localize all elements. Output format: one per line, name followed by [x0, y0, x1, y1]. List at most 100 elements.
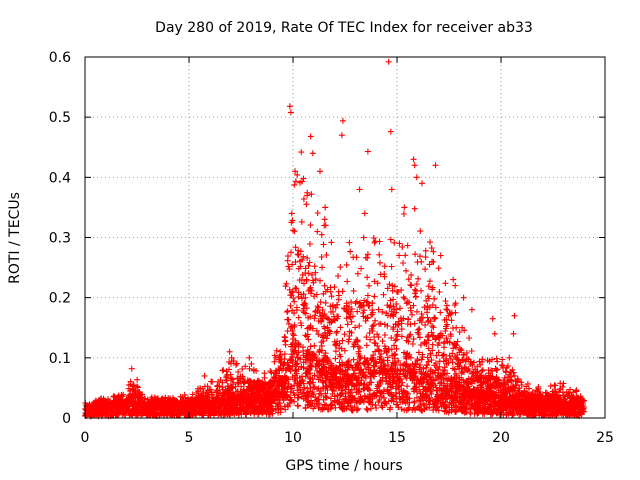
data-point	[366, 302, 373, 309]
data-point	[387, 236, 394, 243]
data-point	[246, 365, 253, 372]
data-point	[349, 407, 356, 414]
data-point	[454, 363, 461, 370]
data-point	[407, 281, 414, 288]
data-point	[366, 398, 373, 405]
data-point	[305, 314, 312, 321]
data-point	[379, 404, 386, 411]
data-point	[283, 280, 290, 287]
data-point	[364, 357, 371, 363]
data-point	[352, 300, 359, 307]
data-point	[379, 308, 386, 315]
data-point	[406, 299, 413, 306]
data-point	[350, 287, 357, 294]
data-point	[393, 345, 400, 352]
data-point	[423, 364, 430, 371]
data-point	[294, 387, 301, 394]
data-point	[337, 363, 344, 370]
data-point	[498, 362, 505, 368]
data-point	[409, 311, 415, 318]
data-point	[493, 367, 500, 374]
data-point	[243, 387, 250, 394]
data-point	[284, 384, 291, 391]
data-point	[336, 345, 343, 352]
data-point	[235, 369, 242, 375]
data-point	[112, 397, 118, 404]
data-point	[364, 292, 371, 299]
data-point	[287, 396, 294, 403]
data-point	[304, 353, 311, 360]
data-point	[304, 189, 311, 196]
data-point	[338, 404, 345, 411]
data-point	[476, 404, 483, 411]
data-point	[489, 356, 495, 363]
data-point	[417, 315, 424, 322]
data-point	[516, 385, 523, 392]
data-point	[388, 384, 395, 391]
data-point	[404, 242, 411, 249]
data-point	[319, 306, 326, 313]
data-point	[307, 222, 314, 229]
data-point	[245, 406, 252, 413]
data-point	[327, 303, 334, 310]
data-point	[387, 312, 394, 319]
data-point	[393, 333, 400, 340]
data-point	[341, 305, 348, 312]
data-point	[312, 269, 319, 276]
data-point	[285, 316, 292, 323]
data-point	[312, 312, 319, 319]
data-point	[400, 315, 407, 322]
data-point	[444, 321, 451, 328]
data-point	[320, 385, 327, 392]
data-point	[360, 370, 367, 376]
data-point	[388, 366, 394, 373]
data-point	[355, 405, 361, 412]
data-point	[288, 219, 295, 226]
data-point	[255, 389, 261, 396]
data-point	[323, 252, 330, 258]
data-point	[174, 411, 181, 418]
data-point	[240, 380, 247, 387]
data-point	[381, 271, 388, 277]
data-point	[442, 298, 449, 304]
data-point	[441, 364, 448, 371]
data-point	[474, 396, 481, 402]
data-point	[253, 385, 260, 391]
data-point	[357, 354, 364, 361]
data-point	[165, 405, 172, 412]
data-point	[389, 379, 396, 386]
data-point	[276, 378, 283, 385]
data-point	[399, 379, 406, 386]
data-point	[413, 281, 420, 287]
data-point	[363, 334, 370, 341]
data-point	[242, 363, 249, 370]
data-point	[388, 334, 395, 341]
data-point	[326, 378, 333, 385]
data-point	[360, 234, 367, 241]
data-point	[331, 313, 337, 320]
data-point	[405, 390, 411, 397]
data-point	[142, 395, 148, 402]
data-point	[224, 371, 231, 378]
data-point	[305, 336, 312, 343]
data-point	[406, 332, 413, 339]
data-point	[343, 261, 350, 268]
data-point	[314, 386, 320, 393]
data-point	[506, 371, 513, 378]
data-point	[354, 270, 361, 277]
data-point	[317, 277, 323, 284]
data-point	[430, 248, 437, 255]
data-point	[535, 410, 542, 416]
data-point	[234, 380, 241, 387]
data-point	[362, 375, 369, 381]
data-point	[281, 333, 288, 340]
data-point	[501, 375, 508, 382]
data-point	[313, 327, 320, 334]
data-point	[374, 280, 381, 287]
data-point	[321, 216, 328, 223]
data-point	[277, 359, 284, 366]
data-point	[219, 384, 226, 391]
data-point	[269, 377, 275, 384]
data-point	[376, 251, 383, 258]
data-point	[322, 393, 329, 400]
